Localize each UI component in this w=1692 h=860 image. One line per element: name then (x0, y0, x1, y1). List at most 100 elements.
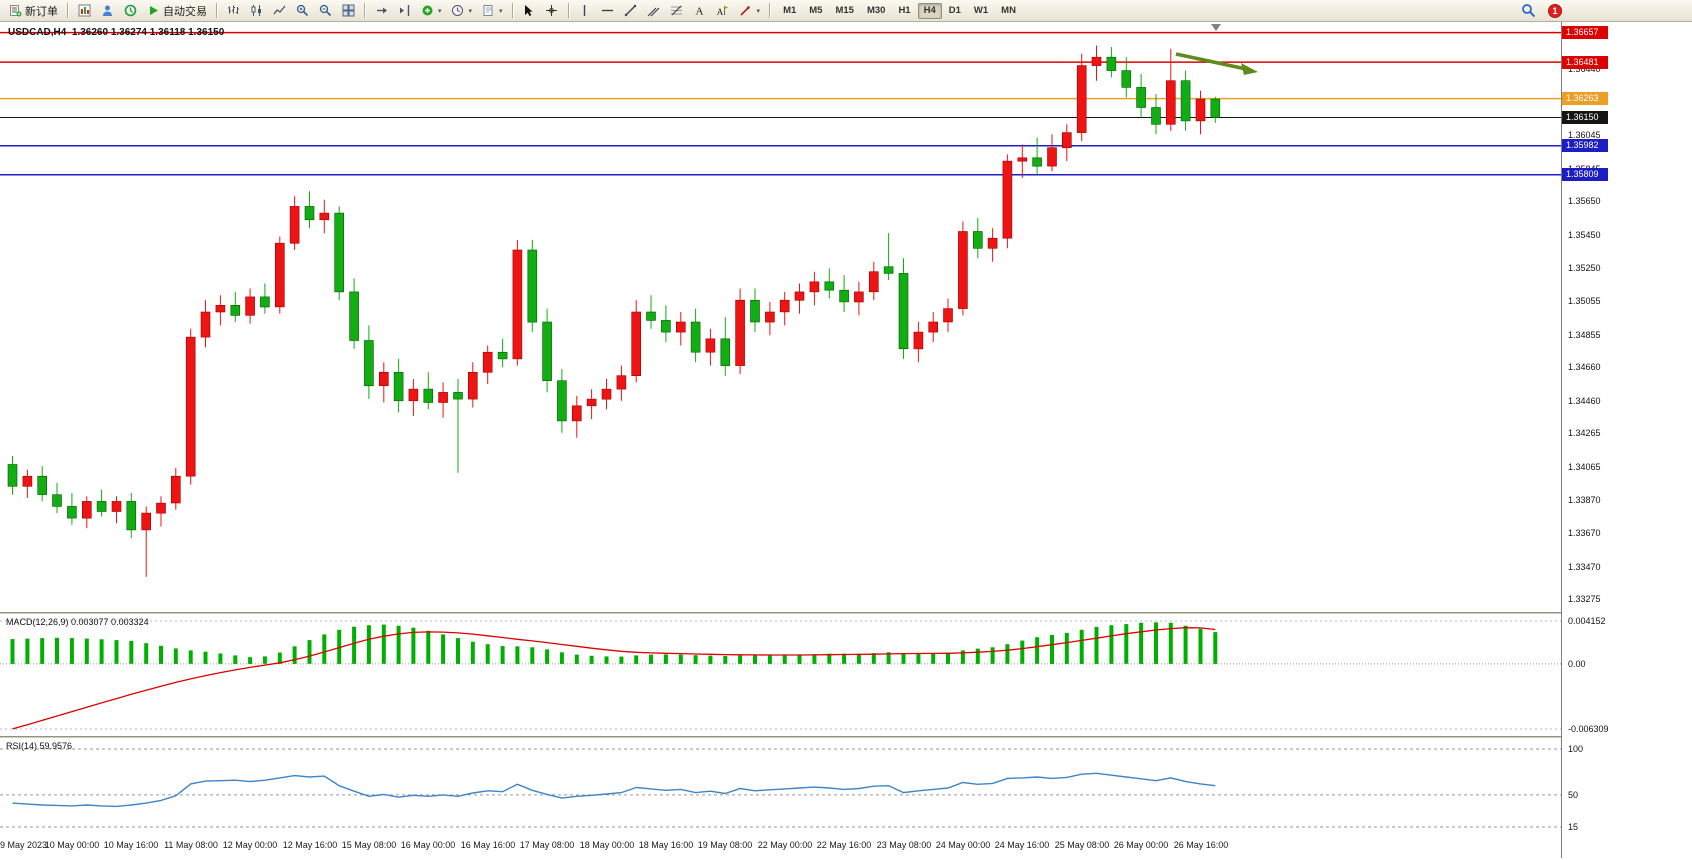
timeframe-m15-button[interactable]: M15 (829, 3, 859, 19)
rsi-scale-label: 100 (1568, 744, 1584, 754)
toolbar-separator (567, 3, 569, 18)
svg-text:A: A (696, 6, 704, 18)
rsi-canvas[interactable] (0, 738, 1561, 835)
macd-scale-label: 0.00 (1568, 659, 1586, 669)
line-chart-type-icon (272, 4, 286, 18)
time-axis-label: 9 May 2023 (0, 840, 48, 850)
text-label-tool-button[interactable]: A (712, 2, 734, 20)
price-line-badge: 1.36263 (1562, 92, 1608, 105)
chart-shift-button[interactable] (393, 2, 415, 20)
price-scale-label: 1.34855 (1568, 330, 1601, 340)
price-line-badge: 1.35982 (1562, 139, 1608, 152)
time-axis-label: 12 May 16:00 (282, 840, 338, 850)
periods-button[interactable]: ▾ (447, 2, 477, 20)
time-axis-label: 24 May 16:00 (994, 840, 1050, 850)
cursor-button[interactable] (518, 2, 540, 20)
auto-trading-icon (146, 4, 160, 18)
timeframe-m30-button[interactable]: M30 (861, 3, 891, 19)
svg-text:A: A (717, 7, 724, 17)
horizontal-line-icon (601, 4, 615, 18)
macd-indicator-panel[interactable]: MACD(12,26,9) 0.003077 0.003324 (0, 614, 1561, 736)
search-button[interactable] (1517, 2, 1539, 20)
arrow-shape-icon (739, 4, 753, 18)
tile-windows-icon (341, 4, 355, 18)
price-scale-label: 1.34265 (1568, 428, 1601, 438)
timeframe-h4-button[interactable]: H4 (917, 2, 942, 19)
templates-button[interactable]: ▾ (477, 2, 507, 20)
toolbar-separator (67, 3, 68, 18)
zoom-in-button[interactable] (291, 2, 313, 20)
zoom-out-button[interactable] (314, 2, 336, 20)
time-axis-label: 26 May 00:00 (1113, 840, 1169, 850)
line-chart-type-button[interactable] (268, 2, 290, 20)
auto-scroll-button[interactable] (370, 2, 392, 20)
zoom-in-icon (295, 4, 309, 18)
rsi-scale-label: 15 (1568, 822, 1579, 832)
chart-window-button[interactable] (73, 2, 95, 20)
time-axis-label: 19 May 08:00 (697, 840, 753, 850)
vertical-line-tool-button[interactable] (574, 2, 596, 20)
dropdown-caret-icon: ▾ (499, 7, 503, 15)
timeframe-h1-button[interactable]: H1 (892, 3, 916, 19)
time-axis-label: 10 May 00:00 (44, 840, 100, 850)
text-tool-button[interactable]: A (689, 2, 711, 20)
price-scale-label: 1.34660 (1568, 362, 1601, 372)
toolbar-separator (364, 3, 365, 18)
timeframe-d1-button[interactable]: D1 (943, 3, 967, 19)
price-scale[interactable]: 1.364401.362451.360451.358451.356501.354… (1561, 22, 1692, 858)
bar-chart-type-icon (226, 4, 240, 18)
new-order-button[interactable]: 新订单 (4, 2, 62, 20)
timeframe-m5-button[interactable]: M5 (803, 3, 828, 19)
dropdown-caret-icon: ▾ (468, 7, 473, 15)
time-axis-label: 17 May 08:00 (519, 840, 575, 850)
time-axis-label: 15 May 08:00 (341, 840, 397, 850)
price-chart-panel[interactable]: USDCAD,H4 1.36260 1.36274 1.36118 1.3615… (0, 22, 1561, 612)
panel-splitter[interactable] (0, 612, 1692, 614)
time-axis[interactable]: 9 May 2023 10 May 00:00 10 May 16:00 11 May… (0, 835, 1561, 858)
bars-chart-type-button[interactable] (222, 2, 244, 20)
trendline-tool-button[interactable] (620, 2, 642, 20)
crosshair-icon (545, 4, 559, 18)
macd-scale-label: -0.006309 (1568, 724, 1609, 734)
candlestick-canvas[interactable] (0, 22, 1561, 612)
candles-chart-type-button[interactable] (245, 2, 267, 20)
macd-indicator-label: MACD(12,26,9) 0.003077 0.003324 (6, 617, 149, 627)
price-scale-label: 1.35055 (1568, 296, 1601, 306)
auto-scroll-icon (374, 4, 388, 18)
indicators-icon (420, 4, 434, 18)
cursor-arrow-icon (522, 4, 536, 18)
channel-tool-button[interactable] (643, 2, 665, 20)
toolbar-separator (769, 3, 771, 18)
time-axis-label: 25 May 08:00 (1054, 840, 1110, 850)
market-watch-icon (123, 4, 137, 18)
fibonacci-icon (670, 4, 684, 18)
market-watch-button[interactable] (119, 2, 141, 20)
price-line-badge: 1.36481 (1562, 56, 1608, 69)
indicators-button[interactable]: ▾ (416, 2, 446, 20)
time-axis-label: 16 May 16:00 (460, 840, 516, 850)
macd-scale-label: 0.004152 (1568, 616, 1606, 626)
auto-trading-button[interactable]: 自动交易 (142, 2, 211, 20)
fibonacci-tool-button[interactable] (666, 2, 688, 20)
chart-shift-marker (1211, 24, 1221, 31)
new-order-icon (8, 4, 22, 18)
tile-windows-button[interactable] (337, 2, 359, 20)
timeframe-w1-button[interactable]: W1 (968, 3, 994, 19)
text-icon: A (693, 4, 707, 18)
time-axis-label: 18 May 16:00 (638, 840, 694, 850)
timeframe-mn-button[interactable]: MN (995, 3, 1022, 19)
price-scale-label: 1.35250 (1568, 263, 1601, 273)
time-axis-label: 18 May 00:00 (579, 840, 635, 850)
notification-badge[interactable]: 1 (1548, 3, 1562, 18)
arrow-tools-button[interactable]: ▾ (735, 2, 765, 20)
crosshair-button[interactable] (541, 2, 563, 20)
toolbar-right-group: 1 (1517, 2, 1688, 20)
rsi-indicator-panel[interactable]: RSI(14) 59.9576 (0, 738, 1561, 835)
macd-canvas[interactable] (0, 614, 1561, 736)
profiles-button[interactable] (96, 2, 118, 20)
panel-splitter[interactable] (0, 736, 1692, 738)
horizontal-line-tool-button[interactable] (597, 2, 619, 20)
timeframe-toolbar: M1 M5 M15 M30 H1 H4 D1 W1 MN (777, 2, 1022, 19)
timeframe-m1-button[interactable]: M1 (777, 3, 802, 19)
